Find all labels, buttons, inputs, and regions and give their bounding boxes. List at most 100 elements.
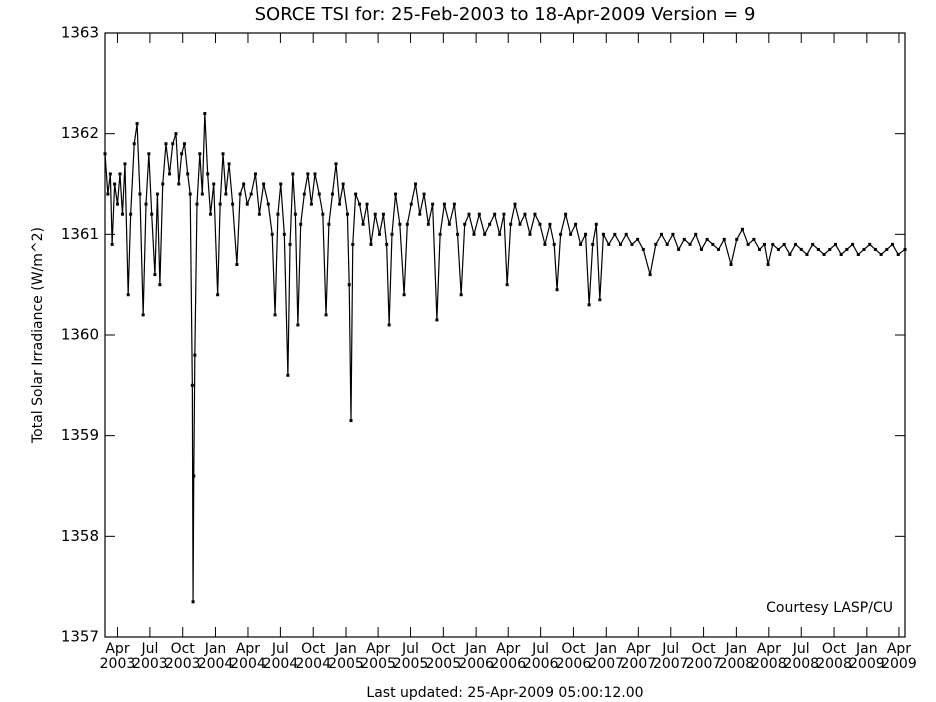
data-point — [238, 192, 242, 196]
data-point — [113, 182, 117, 186]
data-point — [903, 247, 907, 251]
data-point — [594, 222, 598, 226]
y-axis-label: Total Solar Irradiance (W/m^2) — [30, 227, 46, 444]
data-point — [191, 600, 195, 604]
data-point — [811, 242, 815, 246]
data-point — [129, 212, 133, 216]
x-tick-label: Jul 2003 — [132, 641, 168, 672]
data-point — [833, 242, 837, 246]
data-point — [224, 192, 228, 196]
data-point — [677, 247, 681, 251]
data-point — [231, 202, 235, 206]
data-point — [758, 247, 762, 251]
annotation: Courtesy LASP/CU — [766, 600, 893, 616]
data-point — [885, 247, 889, 251]
data-point — [483, 232, 487, 236]
data-point — [286, 373, 290, 377]
data-point — [296, 323, 300, 327]
data-point — [543, 242, 547, 246]
data-point — [135, 122, 139, 126]
x-tick-label: Jan 2008 — [718, 641, 755, 672]
x-tick-label: Jan 2006 — [458, 641, 494, 672]
x-tick-label: Jul 2008 — [783, 641, 820, 672]
data-point — [227, 162, 231, 166]
data-point — [782, 242, 786, 246]
data-point — [845, 247, 849, 251]
data-point — [387, 323, 391, 327]
data-point — [110, 242, 114, 246]
data-point — [630, 242, 634, 246]
data-point — [144, 202, 148, 206]
data-point — [648, 273, 652, 277]
data-point — [538, 222, 542, 226]
data-point — [456, 232, 460, 236]
data-point — [358, 202, 362, 206]
data-point — [306, 172, 310, 176]
data-point — [488, 222, 492, 226]
data-point — [321, 212, 325, 216]
x-tick-label: Oct 2004 — [295, 641, 332, 672]
data-point — [891, 242, 895, 246]
data-point — [209, 212, 213, 216]
data-point — [735, 237, 739, 241]
y-tick-label: 1358 — [61, 527, 99, 545]
data-point — [147, 152, 151, 156]
data-point — [688, 242, 692, 246]
data-point — [257, 212, 261, 216]
data-point — [190, 383, 194, 387]
data-point — [788, 252, 792, 256]
x-tick-label: Jan 2004 — [197, 641, 234, 672]
plot-frame — [104, 32, 906, 638]
data-point — [132, 142, 136, 146]
data-point — [235, 263, 239, 267]
data-point — [418, 212, 422, 216]
data-point — [794, 242, 798, 246]
data-point — [291, 172, 295, 176]
data-point — [559, 232, 563, 236]
data-point — [601, 232, 605, 236]
data-point — [324, 313, 328, 317]
data-point — [509, 222, 513, 226]
data-point — [313, 172, 317, 176]
x-tick-label: Jul 2004 — [262, 641, 299, 672]
data-point — [309, 202, 313, 206]
data-point — [126, 293, 130, 297]
data-point — [414, 182, 418, 186]
data-point — [729, 263, 733, 267]
data-point — [665, 242, 669, 246]
x-tick-label: Oct 2003 — [164, 641, 201, 672]
x-tick-label: Jul 2005 — [392, 641, 429, 672]
data-point — [349, 419, 353, 423]
data-point — [153, 273, 157, 277]
data-point — [341, 182, 345, 186]
data-point — [266, 202, 270, 206]
data-point — [548, 222, 552, 226]
data-point — [654, 242, 658, 246]
data-point — [385, 242, 389, 246]
data-point — [828, 247, 832, 251]
data-point — [493, 212, 497, 216]
data-point — [174, 132, 178, 136]
data-point — [398, 222, 402, 226]
data-point — [177, 182, 181, 186]
data-point — [569, 232, 573, 236]
data-point — [334, 162, 338, 166]
data-point — [682, 237, 686, 241]
data-point — [218, 202, 222, 206]
data-point — [203, 112, 207, 116]
data-point — [249, 192, 253, 196]
data-point — [115, 202, 119, 206]
data-point — [373, 212, 377, 216]
data-point — [533, 212, 537, 216]
data-point — [302, 192, 306, 196]
data-point — [221, 152, 225, 156]
data-point — [345, 212, 349, 216]
data-point — [587, 303, 591, 307]
data-point — [442, 202, 446, 206]
x-tick-label: Oct 2007 — [685, 641, 722, 672]
x-tick-label: Oct 2006 — [555, 641, 592, 672]
data-point — [365, 202, 369, 206]
data-point — [108, 172, 112, 176]
data-point — [447, 222, 451, 226]
data-point — [752, 237, 756, 241]
